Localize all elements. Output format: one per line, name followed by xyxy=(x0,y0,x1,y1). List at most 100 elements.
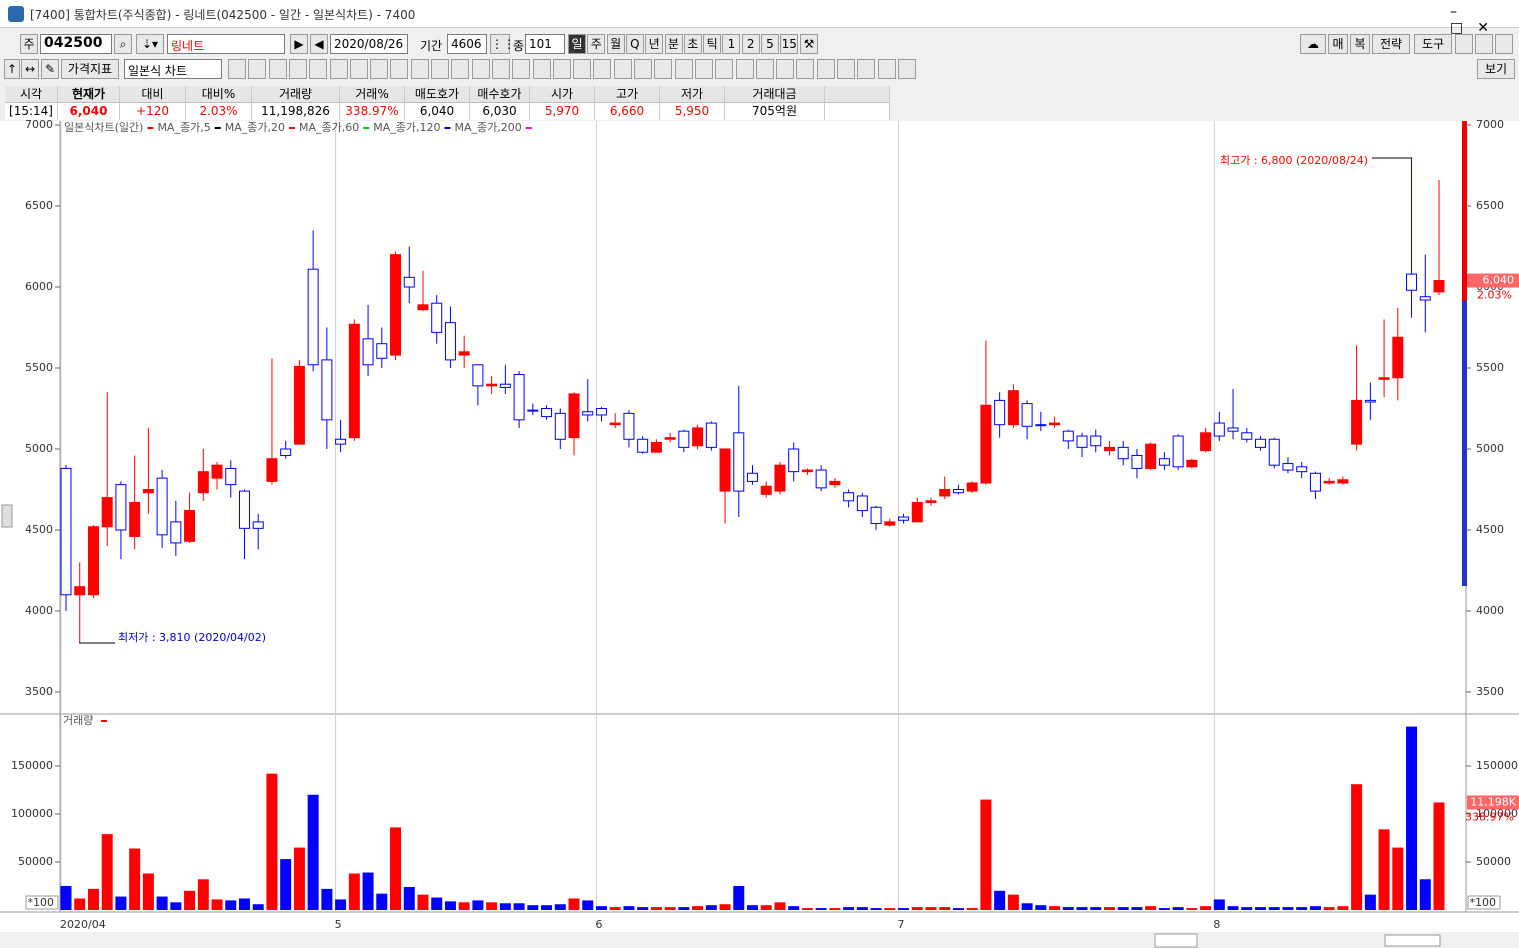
right-button[interactable]: 복 xyxy=(1350,34,1370,54)
cloud-button[interactable]: ☁ xyxy=(1300,34,1326,54)
candle-body xyxy=(1035,424,1047,427)
tool-icon[interactable] xyxy=(349,59,368,79)
tool-icon[interactable] xyxy=(451,59,470,79)
price-tag xyxy=(1467,273,1519,288)
tool-icon[interactable] xyxy=(309,59,328,79)
volume-bar xyxy=(856,907,868,910)
period-icon[interactable]: ⋮⋮ xyxy=(490,34,515,54)
date-input[interactable]: 2020/08/26 xyxy=(330,34,408,54)
period-button[interactable]: 5 xyxy=(761,34,779,54)
period-icon[interactable]: ⚒ xyxy=(800,34,818,54)
tool-icon[interactable] xyxy=(735,59,754,79)
period-button[interactable]: 2 xyxy=(741,34,760,54)
tool-icon[interactable] xyxy=(1475,34,1493,54)
up-button[interactable]: ↑ xyxy=(4,59,20,79)
y-tick-label: 3500 xyxy=(1476,685,1504,698)
tool-icon[interactable] xyxy=(674,59,693,79)
indicator-button[interactable]: 가격지표 xyxy=(61,59,119,79)
tool-icon[interactable] xyxy=(654,59,673,79)
tool-icon[interactable] xyxy=(228,59,246,79)
right-button[interactable]: 도구 xyxy=(1414,34,1452,54)
count-input[interactable]: 101 xyxy=(525,34,565,54)
tool-icon[interactable] xyxy=(491,59,510,79)
tool-icon[interactable] xyxy=(370,59,389,79)
tool-icon[interactable] xyxy=(837,59,855,79)
period-button[interactable]: 초 xyxy=(683,34,702,54)
tool-icon[interactable] xyxy=(431,59,449,79)
period-button[interactable]: 틱 xyxy=(703,34,722,54)
candle-body xyxy=(719,448,731,492)
period-button[interactable]: 년 xyxy=(645,34,664,54)
quote-value: +120 xyxy=(120,103,186,120)
candle-body xyxy=(1213,422,1225,437)
volume-bar xyxy=(980,799,992,910)
view-button[interactable]: 보기 xyxy=(1477,59,1515,79)
chart-type-select[interactable]: 일본식 차트 xyxy=(124,59,222,79)
code-prefix[interactable]: 주 xyxy=(20,34,38,54)
period-button[interactable]: 월 xyxy=(606,34,625,54)
tool-icon[interactable] xyxy=(532,59,551,79)
tool-icon[interactable] xyxy=(268,59,287,79)
window-controls[interactable]: –□✕ xyxy=(1450,4,1503,36)
tool-icon[interactable] xyxy=(715,59,734,79)
quote-header: 시각 xyxy=(5,86,58,103)
tool-icon[interactable] xyxy=(288,59,307,79)
volume-bar xyxy=(1117,907,1129,910)
tool-icon[interactable] xyxy=(694,59,713,79)
window-title: [7400] 통합차트(주식종합) - 링네트(042500 - 일간 - 일본… xyxy=(30,8,416,22)
tool-icon[interactable] xyxy=(593,59,612,79)
tool-icon[interactable] xyxy=(552,59,571,79)
period-button[interactable]: 1 xyxy=(722,34,741,54)
scrollbar[interactable] xyxy=(1154,933,1198,948)
edit-button[interactable]: ✎ xyxy=(41,59,59,79)
candle-body xyxy=(650,442,662,453)
tool-icon[interactable] xyxy=(816,59,835,79)
right-button[interactable]: 전략 xyxy=(1372,34,1410,54)
tool-icon[interactable] xyxy=(1495,34,1513,54)
tool-icon[interactable] xyxy=(410,59,429,79)
tool-icon[interactable] xyxy=(390,59,409,79)
name-input[interactable]: 링네트 xyxy=(167,34,285,54)
tool-icon[interactable] xyxy=(897,59,916,79)
tool-icon[interactable] xyxy=(755,59,774,79)
volume-bar xyxy=(582,900,594,910)
right-button[interactable]: 매 xyxy=(1328,34,1348,54)
tool-icon[interactable] xyxy=(329,59,348,79)
volume-bar xyxy=(1337,906,1349,910)
tool-icon[interactable] xyxy=(796,59,815,79)
tool-icon[interactable] xyxy=(634,59,652,79)
period-button[interactable]: 주 xyxy=(587,34,606,54)
x-tick-label: 8 xyxy=(1213,918,1220,931)
list-button[interactable]: ⇣▾ xyxy=(136,34,164,54)
prev-button[interactable]: ◀ xyxy=(310,34,328,54)
code-input[interactable]: 042500 xyxy=(40,34,112,54)
period-button[interactable]: 일 xyxy=(568,34,586,54)
period-input[interactable]: 4606 xyxy=(447,34,487,54)
volume-bar xyxy=(1035,905,1047,910)
tool-icon[interactable] xyxy=(471,59,490,79)
period-button[interactable]: 분 xyxy=(664,34,683,54)
swap-button[interactable]: ↔ xyxy=(21,59,39,79)
volume-bar xyxy=(829,908,841,910)
tool-icon[interactable] xyxy=(248,59,267,79)
candle-body xyxy=(156,477,168,536)
tool-icon[interactable] xyxy=(512,59,531,79)
search-button[interactable]: ⌕ xyxy=(114,34,132,54)
side-toggle[interactable] xyxy=(1,504,13,528)
zoom-slider[interactable] xyxy=(1384,934,1441,947)
tool-icon[interactable] xyxy=(1455,34,1473,54)
tool-icon[interactable] xyxy=(613,59,632,79)
candle-body xyxy=(1419,296,1431,301)
candle-body xyxy=(266,458,278,482)
tool-icon[interactable] xyxy=(776,59,795,79)
volume-bar xyxy=(431,897,443,910)
volume-bar xyxy=(101,834,113,910)
y-tick-label: 4500 xyxy=(1476,523,1504,536)
tool-icon[interactable] xyxy=(573,59,592,79)
next-button[interactable]: ▶ xyxy=(290,34,308,54)
period-button[interactable]: 15 xyxy=(780,34,799,54)
tool-icon[interactable] xyxy=(877,59,896,79)
period-button[interactable]: Q xyxy=(625,34,644,54)
tool-icon[interactable] xyxy=(857,59,876,79)
